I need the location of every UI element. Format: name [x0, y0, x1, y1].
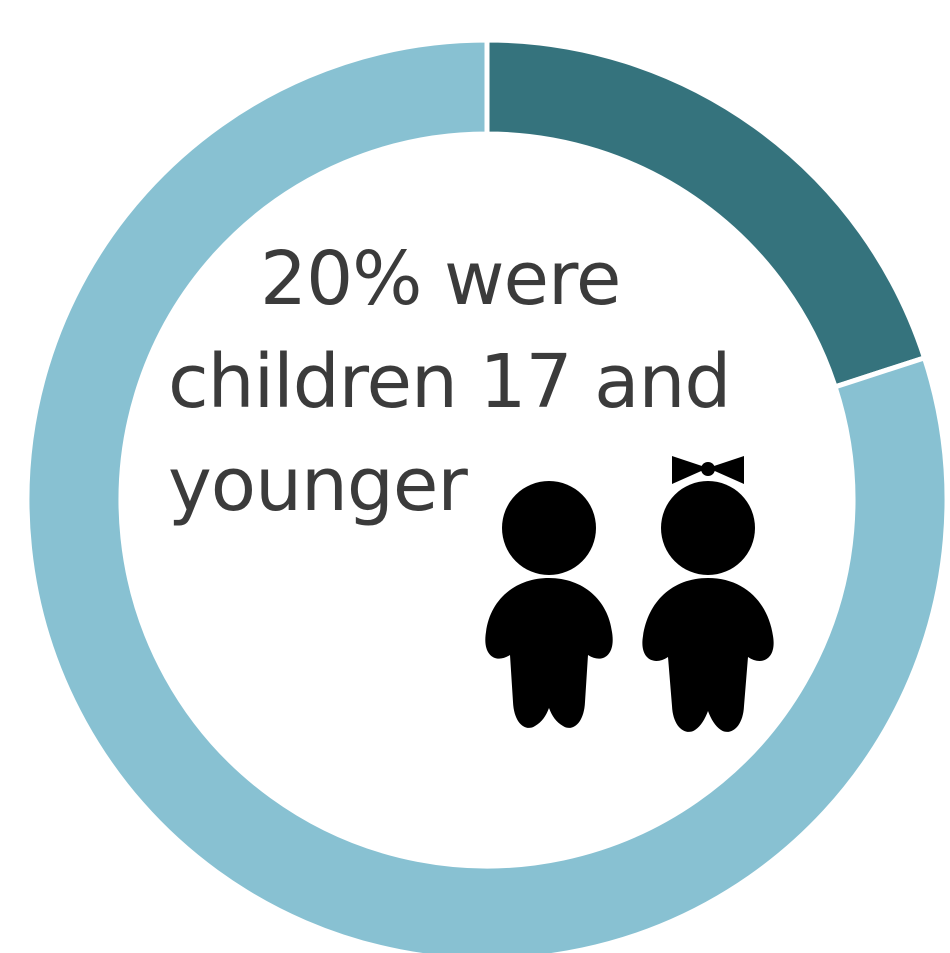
boy-icon	[485, 481, 613, 728]
caption-line-2: children 17 and	[168, 339, 731, 425]
caption-line-3: younger	[168, 442, 468, 528]
donut-slices	[24, 37, 950, 953]
chart-caption: 20% were children 17 and younger	[168, 228, 731, 537]
caption-line-1: 20% were	[260, 236, 621, 322]
girl-icon	[642, 456, 774, 732]
donut-slice-1	[24, 37, 950, 953]
